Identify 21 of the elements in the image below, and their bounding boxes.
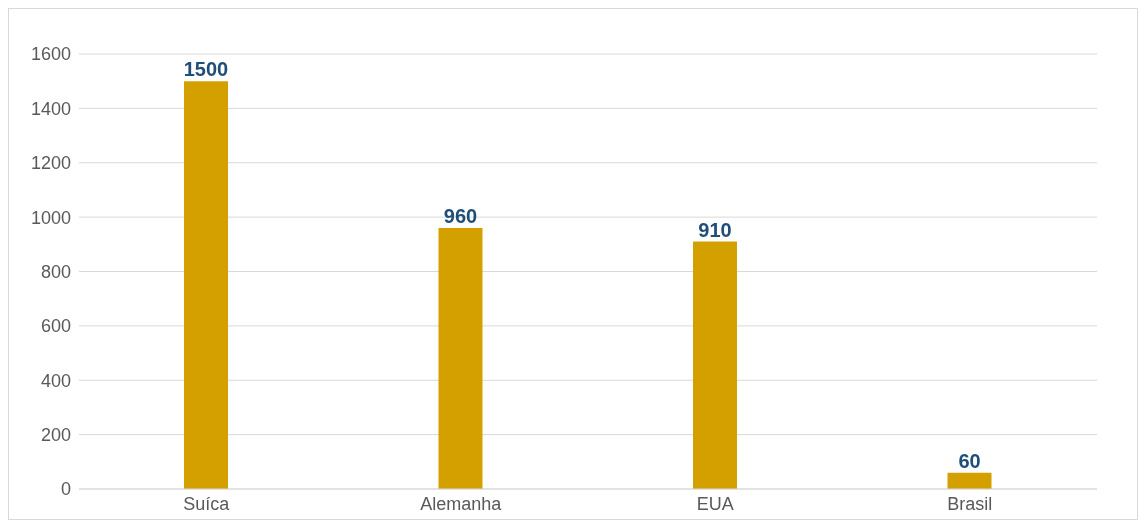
y-tick-label: 200	[40, 425, 71, 446]
data-label: 910	[698, 218, 732, 241]
data-label: 1500	[183, 58, 229, 81]
data-label: 60	[958, 449, 981, 472]
y-tick-label: 600	[40, 316, 71, 337]
x-tick-label: Brasil	[947, 493, 993, 514]
y-tick-label: 1400	[30, 98, 71, 119]
bar	[693, 241, 737, 489]
x-tick-label: EUA	[696, 493, 734, 514]
bar	[947, 472, 992, 489]
y-tick-label: 1600	[30, 44, 71, 65]
x-tick-label: Suíca	[183, 493, 231, 514]
y-tick-label: 1200	[30, 153, 71, 174]
x-tick-label: Alemanha	[420, 493, 503, 514]
bar	[184, 81, 228, 489]
bar	[438, 228, 483, 489]
y-tick-label: 800	[40, 261, 71, 282]
y-tick-label: 0	[60, 479, 71, 500]
y-tick-label: 1000	[30, 207, 71, 228]
y-tick-label: 400	[40, 370, 71, 391]
data-label: 960	[443, 205, 478, 227]
